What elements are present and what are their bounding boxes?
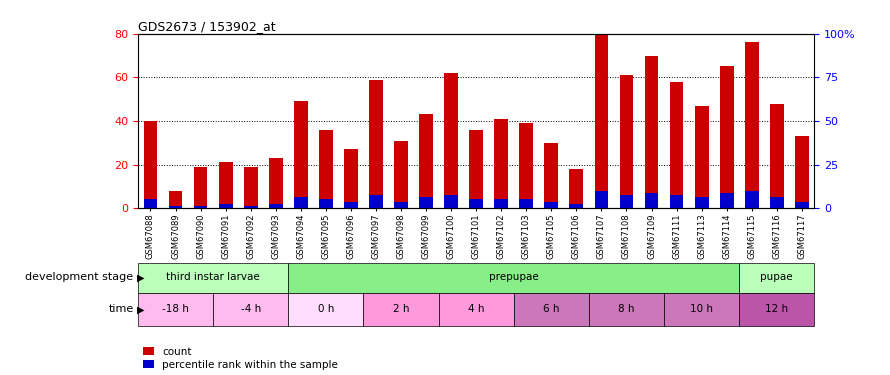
Bar [419,114,433,208]
Bar [740,262,814,292]
Text: third instar larvae: third instar larvae [166,273,260,282]
Bar [269,158,283,208]
Bar [570,169,583,208]
Bar [319,200,333,208]
Bar [213,292,288,326]
Bar [344,149,358,208]
Text: 6 h: 6 h [543,304,560,314]
Text: 8 h: 8 h [619,304,635,314]
Bar [194,206,207,208]
Bar [138,292,213,326]
Text: 4 h: 4 h [468,304,484,314]
Bar [344,202,358,208]
Bar [745,190,758,208]
Text: time: time [109,304,134,314]
Bar [394,141,408,208]
Bar [219,204,232,208]
Bar [369,195,383,208]
Bar [244,206,257,208]
Bar [745,42,758,208]
Bar [720,193,733,208]
Bar [168,190,182,208]
Bar [194,167,207,208]
Bar [695,106,708,208]
Bar [619,75,634,208]
Bar [244,167,257,208]
Legend: count, percentile rank within the sample: count, percentile rank within the sample [143,346,338,370]
Bar [469,200,483,208]
Bar [795,136,809,208]
Bar [143,121,158,208]
Bar [795,202,809,208]
Text: 0 h: 0 h [318,304,334,314]
Bar [570,204,583,208]
Bar [494,119,508,208]
Bar [294,101,308,208]
Text: ▶: ▶ [137,273,144,282]
Bar [363,292,439,326]
Bar [520,200,533,208]
Bar [589,292,664,326]
Bar [595,34,608,208]
Text: 10 h: 10 h [690,304,713,314]
Bar [394,202,408,208]
Bar [269,204,283,208]
Bar [138,262,288,292]
Bar [219,162,232,208]
Text: GDS2673 / 153902_at: GDS2673 / 153902_at [138,20,276,33]
Bar [494,200,508,208]
Bar [720,66,733,208]
Bar [288,292,363,326]
Bar [143,200,158,208]
Bar [319,130,333,208]
Text: 12 h: 12 h [765,304,789,314]
Text: -18 h: -18 h [162,304,189,314]
Bar [439,292,514,326]
Text: ▶: ▶ [137,304,144,314]
Text: 2 h: 2 h [392,304,409,314]
Bar [545,143,558,208]
Bar [444,195,458,208]
Bar [444,73,458,208]
Bar [288,262,740,292]
Text: -4 h: -4 h [240,304,261,314]
Bar [419,197,433,208]
Bar [664,292,740,326]
Bar [770,197,784,208]
Bar [595,190,608,208]
Bar [294,197,308,208]
Bar [619,195,634,208]
Bar [469,130,483,208]
Bar [168,206,182,208]
Text: development stage: development stage [26,273,134,282]
Bar [644,56,659,208]
Bar [695,197,708,208]
Bar [514,292,589,326]
Bar [740,292,814,326]
Bar [669,195,684,208]
Bar [369,80,383,208]
Text: pupae: pupae [760,273,793,282]
Bar [545,202,558,208]
Bar [770,104,784,208]
Bar [669,82,684,208]
Bar [644,193,659,208]
Text: prepupae: prepupae [489,273,538,282]
Bar [520,123,533,208]
